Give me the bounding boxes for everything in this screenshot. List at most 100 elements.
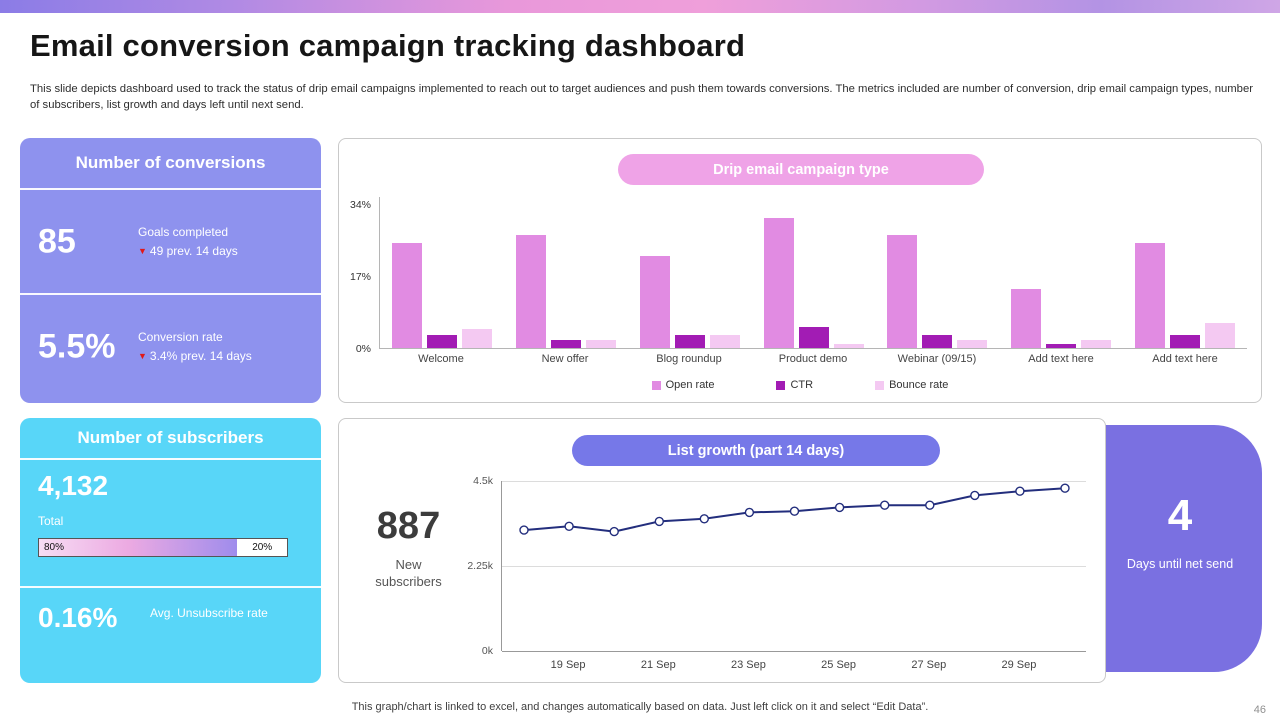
page-description: This slide depicts dashboard used to tra…	[30, 83, 1254, 111]
page-title: Email conversion campaign tracking dashb…	[30, 28, 746, 63]
bar-y-ticks: 0% 17% 34%	[341, 197, 375, 355]
conversion-rate-delta-text: 3.4% prev. 14 days	[149, 348, 252, 363]
goals-completed-label-block: Goals completed ▼ 49 prev. 14 days	[138, 222, 238, 260]
x-axis-tick: 29 Sep	[1001, 659, 1037, 671]
bar-group	[628, 197, 752, 348]
bar-open-rate	[763, 217, 794, 348]
bar-ctr	[922, 335, 953, 348]
data-point-marker	[970, 490, 980, 501]
bar-bounce-rate	[709, 335, 740, 348]
campaign-type-chart-card[interactable]: Drip email campaign type 0% 17% 34% Welcom…	[338, 138, 1262, 403]
data-point-marker	[925, 500, 935, 510]
subscribers-total-label: Total	[38, 514, 64, 528]
goals-completed-delta-text: 49 prev. 14 days	[149, 243, 238, 258]
legend-swatch	[651, 380, 661, 390]
days-until-send-card: 4 Days until net send	[1098, 425, 1262, 672]
x-axis-tick: 21 Sep	[640, 659, 676, 671]
line-y-ticks: 0k 2.25k 4.5k	[459, 475, 497, 657]
bar-category-label: Add text here	[1152, 353, 1218, 365]
subscribers-progress-bar: 80% 20%	[38, 538, 288, 557]
subscribers-total-value: 4,132	[38, 470, 109, 501]
progress-filled: 80%	[39, 539, 238, 556]
line-x-labels: 19 Sep 21 Sep 23 Sep 25 Sep 27 Sep 29 Sep	[501, 659, 1086, 675]
data-point-marker	[564, 521, 574, 531]
bar-category-label: Welcome	[418, 353, 464, 365]
bar-category-label: Product demo	[778, 353, 848, 365]
bar-open-rate	[391, 243, 422, 348]
list-growth-chart-title: List growth (part 14 days)	[572, 435, 940, 466]
bar-group	[999, 197, 1123, 348]
progress-remaining: 20%	[237, 539, 287, 556]
divider	[20, 586, 321, 588]
bar-category-label: Add text here	[1028, 353, 1094, 365]
data-point-marker	[880, 500, 890, 510]
goals-completed-label: Goals completed	[138, 224, 229, 239]
x-axis-tick: 27 Sep	[911, 659, 947, 671]
legend-item: Bounce rate	[875, 379, 948, 391]
down-triangle-icon: ▼	[138, 350, 147, 361]
top-accent-bar	[0, 0, 1280, 13]
bar-open-rate	[887, 234, 918, 348]
list-growth-chart-card[interactable]: List growth (part 14 days) 887 New subsc…	[338, 418, 1106, 683]
data-point-marker	[1060, 483, 1070, 493]
bar-group	[875, 197, 999, 348]
down-triangle-icon: ▼	[138, 245, 147, 256]
new-subscribers-value: 887	[376, 505, 441, 547]
bar-category-label: Webinar (09/15)	[897, 353, 977, 365]
data-point-marker	[519, 525, 529, 535]
days-until-send-value: 4	[1167, 491, 1193, 540]
bar-open-rate	[639, 255, 670, 348]
conversion-rate-label-block: Conversion rate ▼ 3.4% prev. 14 days	[138, 327, 252, 365]
bar-ctr	[550, 339, 581, 348]
bar-open-rate	[1011, 289, 1042, 348]
days-until-send-label: Days until net send	[1126, 557, 1234, 571]
unsubscribe-rate-label: Avg. Unsubscribe rate	[150, 606, 268, 620]
data-point-marker	[789, 506, 800, 516]
bar-bounce-rate	[833, 343, 864, 348]
progress-right-label: 20%	[252, 542, 273, 553]
bar-group	[752, 197, 876, 348]
campaign-type-chart-title: Drip email campaign type	[618, 154, 984, 185]
data-point-marker	[834, 502, 845, 513]
legend-label: Open rate	[665, 379, 715, 391]
line-chart-svg	[519, 483, 1070, 537]
legend-label: Bounce rate	[889, 379, 949, 391]
conversions-card-title: Number of conversions	[75, 153, 266, 172]
gridline	[502, 481, 1086, 482]
bar-category-label: Blog roundup	[656, 353, 722, 365]
x-axis-line	[502, 651, 1086, 652]
data-point-marker	[654, 516, 665, 527]
data-point-marker	[699, 514, 710, 524]
y-axis-tick: 0%	[355, 343, 371, 355]
data-point-marker	[744, 507, 755, 518]
y-axis-tick: 0k	[481, 645, 493, 657]
conversion-rate-row: 5.5% Conversion rate ▼ 3.4% prev. 14 days	[20, 293, 321, 398]
goals-completed-value: 85	[38, 222, 76, 260]
bar-ctr	[426, 335, 457, 348]
legend-label: CTR	[790, 379, 814, 391]
bar-bounce-rate	[461, 329, 492, 348]
subscribers-card-title: Number of subscribers	[20, 418, 321, 460]
progress-left-label: 80%	[44, 542, 65, 553]
x-axis-tick: 25 Sep	[821, 659, 857, 671]
bar-open-rate	[1135, 243, 1166, 348]
conversion-rate-delta: ▼ 3.4% prev. 14 days	[138, 347, 252, 366]
y-axis-tick: 2.25k	[467, 560, 493, 572]
goals-completed-row: 85 Goals completed ▼ 49 prev. 14 days	[20, 188, 321, 293]
data-point-marker	[1015, 486, 1025, 496]
bar-ctr	[1046, 343, 1077, 348]
x-axis-tick: 19 Sep	[550, 659, 586, 671]
bar-category-label: New offer	[541, 353, 589, 365]
new-subscribers-label: New subscribers	[375, 557, 442, 589]
unsubscribe-rate-value: 0.16%	[38, 602, 118, 633]
page-number: 46	[1253, 704, 1266, 716]
legend-swatch	[776, 380, 786, 390]
gridline	[502, 566, 1086, 567]
goals-completed-delta: ▼ 49 prev. 14 days	[138, 242, 238, 261]
bar-groups	[379, 197, 1247, 349]
line-chart-plot	[501, 481, 1086, 652]
bar-bounce-rate	[1205, 322, 1236, 348]
x-axis-tick: 23 Sep	[730, 659, 766, 671]
data-point-marker	[609, 526, 619, 537]
bar-ctr	[1170, 335, 1201, 348]
